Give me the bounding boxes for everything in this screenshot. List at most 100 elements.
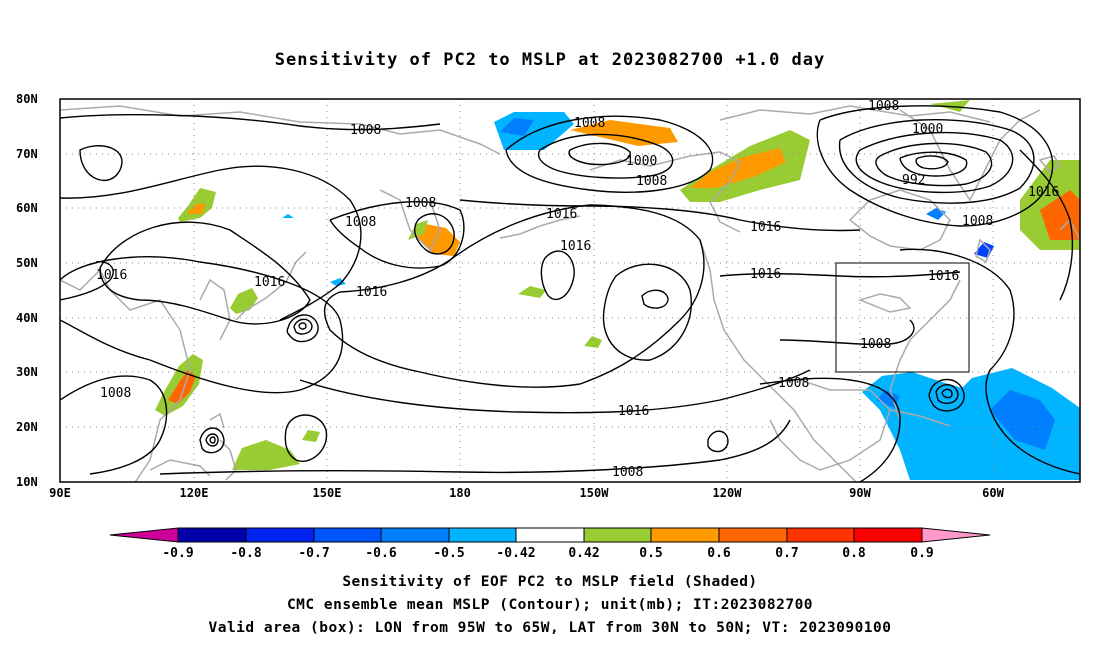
shade-pacific-mid [518, 286, 546, 298]
colorbar-swatch [853, 527, 923, 543]
contour-aleutian-low-inner [568, 142, 631, 166]
lon-label: 180 [449, 486, 471, 500]
shade-kamchatka-ring [408, 220, 428, 240]
contour-label: 1016 [618, 404, 649, 419]
coast-japan [235, 251, 307, 321]
caption-shading: Sensitivity of EOF PC2 to MSLP field (Sh… [342, 574, 758, 590]
contour-1016-atlantic [899, 248, 1080, 475]
coast-east-asia [60, 268, 191, 482]
contour-atlantic-hurricane-3 [941, 388, 953, 399]
colorbar-label: 0.7 [775, 546, 798, 561]
contour-label: 1008 [868, 99, 899, 114]
coast-north-america-north [719, 105, 991, 123]
shade-caribbean-core [990, 390, 1055, 450]
contour-label: 1016 [928, 269, 959, 284]
contour-iceland-low-3 [855, 131, 1014, 194]
colorbar-label: 0.8 [842, 546, 866, 561]
contour-label: 1016 [560, 239, 591, 254]
contour-label: 1008 [962, 214, 993, 229]
contour-iceland-low-6 [915, 155, 949, 170]
lat-label: 70N [16, 147, 38, 161]
shade-kamchatka [414, 224, 460, 256]
lon-label: 60W [982, 486, 1004, 500]
lon-label: 150E [313, 486, 342, 500]
contour-1016-north-pacific [323, 204, 705, 388]
lat-label: 40N [16, 311, 38, 325]
latitude-labels: 80N 70N 60N 50N 40N 30N 20N 10N [16, 92, 38, 489]
lat-label: 60N [16, 201, 38, 215]
colorbar-swatch [515, 527, 585, 543]
contour-1016-central [459, 199, 861, 232]
colorbar-label: -0.8 [230, 546, 261, 561]
contour-label: 992 [902, 173, 925, 188]
colorbar-label: 0.42 [568, 546, 599, 561]
contour-1008-west [60, 375, 168, 475]
contour-atlantic-hurricane-2 [935, 384, 959, 405]
contour-1008-south [159, 419, 791, 475]
coast-east-us [889, 279, 961, 421]
contour-south-small [707, 430, 729, 453]
colorbar-swatch [177, 527, 247, 543]
shade-philippines [232, 440, 300, 470]
contour-aleutian-low-1000 [537, 133, 674, 179]
coast-great-lakes [857, 293, 912, 313]
contour-label: 1000 [912, 122, 943, 137]
colorbar-label: -0.7 [298, 546, 329, 561]
coast-taiwan-philippines [209, 412, 237, 481]
contour-1016-west-asia [60, 261, 114, 301]
shade-japan [230, 288, 258, 314]
colorbar-label: -0.5 [433, 546, 464, 561]
contour-labels: 1008 1008 1008 1000 1000 992 1016 1008 1… [96, 99, 1059, 480]
shade-bering-negative-core [500, 118, 534, 136]
contour-label: 1000 [626, 154, 657, 169]
colorbar-swatch [380, 527, 450, 543]
negative-sensitivity-areas [282, 112, 1080, 480]
contour-label: 1016 [254, 275, 285, 290]
colorbar-cap-right [921, 527, 991, 543]
coast-kamchatka [379, 189, 441, 252]
colorbar-swatch [583, 527, 652, 543]
contour-south-typhoon-2 [205, 433, 219, 447]
contour-1016-na [719, 271, 961, 278]
contour-pacific-ring [284, 414, 328, 462]
lat-label: 30N [16, 365, 38, 379]
contour-asia-ring-2 [60, 256, 344, 394]
colorbar-label: 0.9 [910, 546, 933, 561]
contour-east-atlantic [1019, 149, 1074, 301]
contour-1008-na [779, 319, 915, 346]
shade-atlantic-east-core [1040, 190, 1080, 240]
shade-bering-north [570, 120, 678, 146]
sensitivity-shading [155, 100, 1080, 480]
contour-typhoon-2 [293, 318, 313, 335]
colorbar-swatch [448, 527, 517, 543]
contour-1016-south-pacific [299, 369, 811, 414]
shade-pacific-neg-2 [330, 278, 346, 286]
lon-label: 90E [49, 486, 71, 500]
coast-borneo [149, 459, 211, 477]
coastlines [60, 105, 1080, 482]
contour-label: 1008 [574, 116, 605, 131]
mslp-contours [60, 105, 1080, 482]
map-frame [59, 98, 1081, 483]
caption-contour: CMC ensemble mean MSLP (Contour); unit(m… [286, 597, 814, 613]
contour-label: 1016 [546, 207, 577, 222]
contour-label: 1008 [345, 215, 376, 230]
contour-1008-gulf [759, 377, 901, 482]
colorbar-cap-left [109, 527, 179, 543]
coast-siberia [60, 105, 501, 155]
colorbar-swatch [718, 527, 788, 543]
coast-alaska [589, 151, 742, 233]
valid-area-box [835, 262, 970, 373]
contour-label-1016-asia-mid: 1016 [356, 285, 387, 300]
colorbar-swatch [313, 527, 382, 543]
lon-label: 150W [580, 486, 610, 500]
colorbar-swatch [650, 527, 720, 543]
contour-kamchatka-loop [414, 213, 455, 255]
lat-label: 10N [16, 475, 38, 489]
contour-1016-inner-a [540, 250, 575, 301]
lat-label: 20N [16, 420, 38, 434]
colorbar: -0.9 -0.8 -0.7 -0.6 -0.5 -0.42 0.42 0.5 … [109, 527, 991, 561]
contour-south-typhoon-1 [199, 427, 225, 454]
colorbar-label: -0.42 [496, 546, 535, 561]
contour-siberia-1008 [60, 114, 441, 131]
